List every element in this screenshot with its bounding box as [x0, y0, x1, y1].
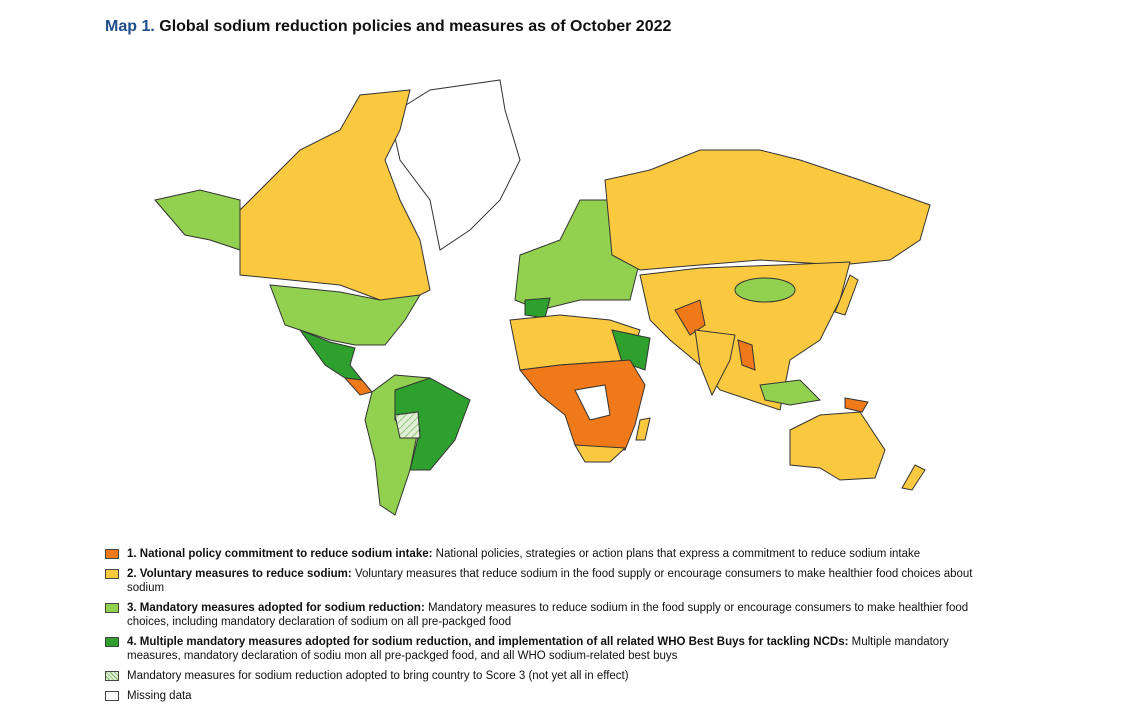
- legend-item: 3. Mandatory measures adopted for sodium…: [105, 601, 977, 629]
- legend: 1. National policy commitment to reduce …: [105, 547, 1035, 709]
- legend-item: 2. Voluntary measures to reduce sodium: …: [105, 567, 977, 595]
- mongolia: [734, 277, 796, 303]
- legend-swatch: [105, 637, 119, 647]
- spain: [524, 297, 551, 319]
- saudi-arabia: [611, 329, 651, 371]
- legend-item: 1. National policy commitment to reduce …: [105, 547, 1035, 561]
- title-text: Global sodium reduction policies and mea…: [159, 18, 672, 35]
- legend-item: 4. Multiple mandatory measures adopted f…: [105, 635, 977, 663]
- canada: [239, 89, 431, 301]
- legend-description: Voluntary measures that reduce sodium in…: [127, 568, 973, 594]
- title-prefix: Map 1.: [105, 18, 155, 35]
- title: Map 1. Global sodium reduction policies …: [105, 18, 671, 36]
- south-africa: [574, 444, 627, 463]
- missing-africa: [574, 384, 611, 421]
- legend-label: 3. Mandatory measures adopted for sodium…: [127, 602, 425, 614]
- legend-label: 4. Multiple mandatory measures adopted f…: [127, 636, 849, 648]
- legend-description: Missing data: [127, 690, 192, 702]
- russia: [604, 149, 931, 271]
- myanmar: [737, 339, 756, 371]
- legend-item: Mandatory measures for sodium reduction …: [105, 669, 1035, 683]
- japan: [834, 274, 859, 316]
- mexico: [298, 328, 364, 381]
- papua: [844, 397, 869, 413]
- legend-swatch: [105, 549, 119, 559]
- legend-swatch: [105, 569, 119, 579]
- legend-item: Missing data: [105, 689, 1035, 703]
- world-map: [154, 79, 931, 516]
- legend-label: 2. Voluntary measures to reduce sodium:: [127, 568, 352, 580]
- legend-swatch: [105, 691, 119, 701]
- pakistan: [674, 299, 706, 336]
- legend-label: 1. National policy commitment to reduce …: [127, 548, 433, 560]
- legend-description: Mandatory measures to reduce sodium in t…: [127, 602, 969, 628]
- legend-description: Mandatory measures for sodium reduction …: [127, 670, 629, 682]
- legend-swatch: [105, 671, 119, 681]
- new-zealand: [901, 464, 926, 491]
- madagascar: [635, 417, 651, 441]
- greenland: [389, 79, 521, 251]
- bolivia: [394, 411, 421, 439]
- central-america: [343, 377, 373, 396]
- legend-description: Multiple mandatory measures, mandatory d…: [127, 636, 949, 662]
- southeast-asia: [759, 379, 822, 406]
- australia: [789, 411, 886, 481]
- legend-swatch: [105, 603, 119, 613]
- india: [694, 329, 736, 397]
- legend-description: National policies, strategies or action …: [435, 548, 921, 560]
- alaska: [154, 189, 241, 251]
